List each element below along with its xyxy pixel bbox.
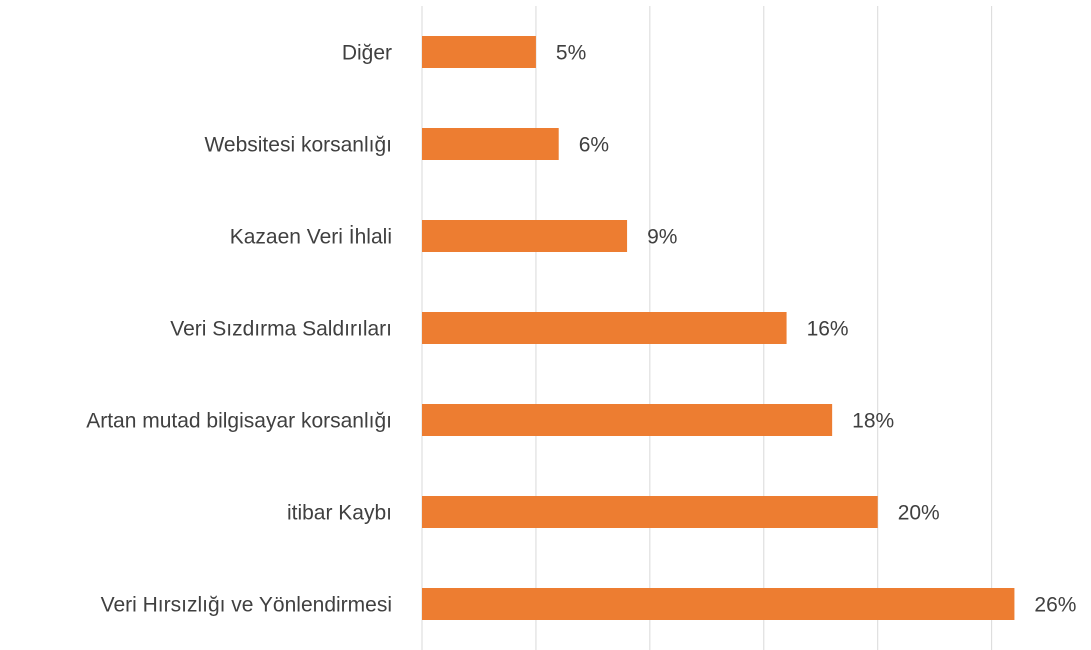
bar bbox=[422, 404, 833, 436]
bar bbox=[422, 220, 628, 252]
y-tick-label: Websitesi korsanlığı bbox=[204, 134, 392, 157]
data-label: 26% bbox=[1034, 594, 1076, 617]
bar bbox=[422, 312, 787, 344]
y-tick-label: Veri Hırsızlığı ve Yönlendirmesi bbox=[101, 594, 392, 617]
y-tick-label: Veri Sızdırma Saldırıları bbox=[170, 318, 392, 341]
bar bbox=[422, 496, 878, 528]
data-label: 5% bbox=[556, 42, 586, 65]
y-tick-label: itibar Kaybı bbox=[287, 502, 392, 525]
bar bbox=[422, 36, 536, 68]
y-tick-label: Artan mutad bilgisayar korsanlığı bbox=[86, 410, 392, 433]
data-label: 6% bbox=[579, 134, 609, 157]
y-tick-label: Kazaen Veri İhlali bbox=[230, 226, 392, 249]
data-label: 16% bbox=[807, 318, 849, 341]
bar bbox=[422, 588, 1015, 620]
bar bbox=[422, 128, 559, 160]
data-label: 20% bbox=[898, 502, 940, 525]
data-label: 9% bbox=[647, 226, 677, 249]
data-label: 18% bbox=[852, 410, 894, 433]
y-tick-label: Diğer bbox=[342, 42, 392, 65]
